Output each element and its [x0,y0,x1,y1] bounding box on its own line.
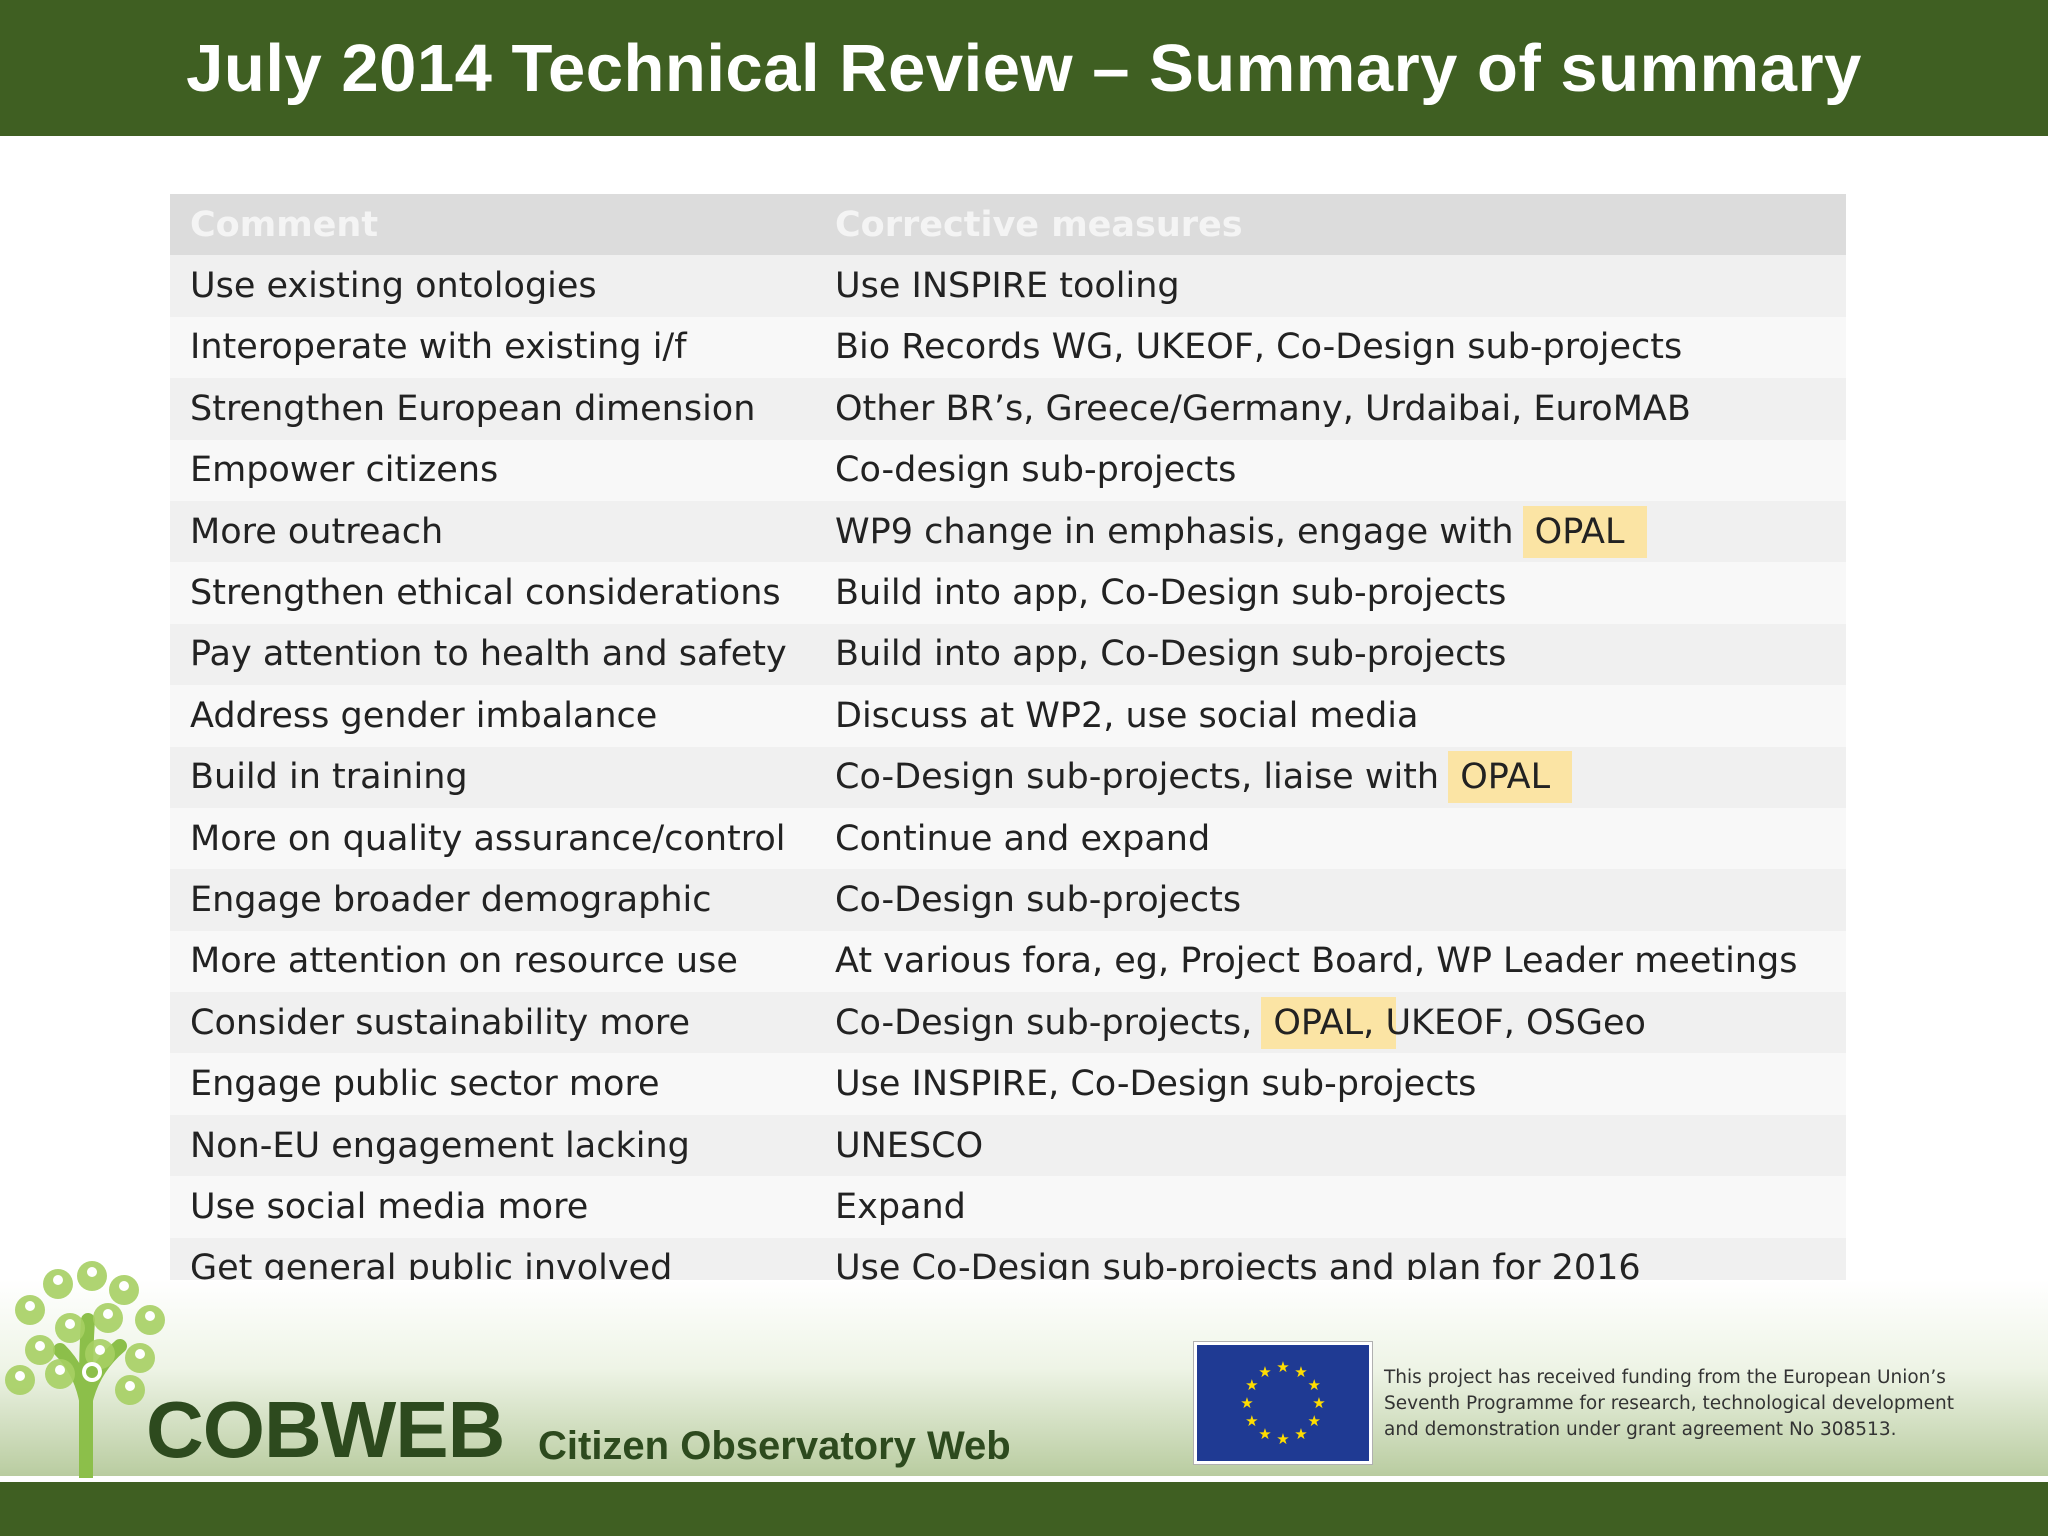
comment-cell: Engage broader demographic [170,869,815,931]
measure-cell: Expand [815,1176,1846,1238]
table-row: Interoperate with existing i/f Bio Record… [170,316,1846,379]
measure-cell: Other BR’s, Greece/Germany, Urdaibai, Eu… [815,378,1846,440]
measure-cell: WP9 change in emphasis, engage with OPAL [815,500,1846,563]
measure-cell: Bio Records WG, UKEOF, Co-Design sub-pro… [815,316,1846,379]
header-row: Comment Corrective measures [170,194,1846,256]
cobweb-brand: COBWEB [146,1385,505,1474]
measure-cell: Build into app, Co-Design sub-projects [815,623,1846,686]
header-comment: Comment [170,194,815,256]
measure-cell: Use INSPIRE tooling [815,255,1846,317]
eu-star-icon: ★ [1294,1363,1307,1381]
comment-cell: Strengthen European dimension [170,378,815,440]
measure-text: UKEOF, OSGeo [1374,1002,1646,1043]
eu-star-icon: ★ [1245,1412,1258,1430]
opal-highlight: OPAL, [1261,996,1397,1049]
eu-star-icon: ★ [1258,1363,1271,1381]
measure-text: WP9 change in emphasis, engage with [835,511,1525,552]
eu-star-icon: ★ [1240,1394,1253,1412]
table-row: Build in training Co-Design sub-projects,… [170,746,1846,808]
measure-text: Co-Design sub-projects, [835,1002,1264,1043]
eu-star-icon: ★ [1276,1430,1289,1448]
table-header: Comment Corrective measures [170,194,1846,256]
table-body: Use existing ontologies Use INSPIRE tooli… [170,255,1846,1300]
comment-cell: Build in training [170,746,815,808]
eu-star-icon: ★ [1258,1425,1271,1443]
table-row: Non-EU engagement lacking UNESCO [170,1114,1846,1177]
measure-cell: Co-Design sub-projects, liaise with OPAL [815,746,1846,808]
comment-cell: Strengthen ethical considerations [170,562,815,624]
table-row: More on quality assurance/control Continu… [170,807,1846,870]
comment-cell: Pay attention to health and safety [170,623,815,686]
eu-star-icon: ★ [1312,1394,1325,1412]
table-row: Use social media more Expand [170,1176,1846,1238]
measure-text: Co-Design sub-projects, liaise with [835,757,1451,798]
comment-cell: Address gender imbalance [170,685,815,747]
cobweb-tree-icon [5,1261,165,1482]
table-row: More outreach WP9 change in emphasis, eng… [170,500,1846,563]
title-bar: July 2014 Technical Review – Summary of … [0,0,2048,136]
comment-cell: Use existing ontologies [170,255,815,317]
footer-divider [0,1478,2048,1482]
comment-cell: Engage public sector more [170,1053,815,1115]
measure-cell: Use INSPIRE, Co-Design sub-projects [815,1053,1846,1115]
measure-cell: Discuss at WP2, use social media [815,685,1846,747]
summary-table-container: Comment Corrective measures Use existing… [170,194,1846,1300]
comment-cell: More outreach [170,500,815,563]
table-row: More attention on resource use At various… [170,930,1846,993]
measure-cell: UNESCO [815,1114,1846,1177]
table-row: Pay attention to health and safety Build … [170,623,1846,686]
comment-cell: Interoperate with existing i/f [170,316,815,379]
footer-background [0,1280,2048,1476]
eu-star-icon: ★ [1307,1412,1320,1430]
eu-star-icon: ★ [1307,1376,1320,1394]
funding-notice: This project has received funding from t… [1384,1365,2024,1443]
cobweb-tagline: Citizen Observatory Web [538,1424,1011,1468]
table-row: Engage public sector more Use INSPIRE, Co… [170,1053,1846,1115]
opal-highlight: OPAL [1522,505,1647,558]
table-row: Strengthen ethical considerations Build i… [170,562,1846,624]
comment-cell: Empower citizens [170,439,815,501]
comment-cell: Non-EU engagement lacking [170,1114,815,1177]
comment-cell: More on quality assurance/control [170,807,815,870]
table-row: Empower citizens Co-design sub-projects [170,439,1846,501]
opal-highlight: OPAL [1448,751,1573,804]
measure-cell: Co-Design sub-projects [815,869,1846,931]
slide-title: July 2014 Technical Review – Summary of … [186,30,1862,106]
funding-line: and demonstration under grant agreement … [1384,1419,1897,1440]
measure-cell: Co-design sub-projects [815,439,1846,501]
footer-bar [0,1482,2048,1536]
table-row: Consider sustainability more Co-Design su… [170,992,1846,1054]
measure-cell: Co-Design sub-projects, OPAL, UKEOF, OSG… [815,992,1846,1054]
eu-star-icon: ★ [1276,1358,1289,1376]
measure-cell: Continue and expand [815,807,1846,870]
comment-cell: More attention on resource use [170,930,815,993]
table-row: Engage broader demographic Co-Design sub-… [170,869,1846,931]
eu-flag-icon: ★ ★★★★★★★★★★★ [1194,1342,1372,1464]
summary-table: Comment Corrective measures Use existing… [170,194,1846,1300]
table-row: Strengthen European dimension Other BR’s,… [170,378,1846,440]
comment-cell: Consider sustainability more [170,992,815,1054]
eu-star-icon: ★ [1245,1376,1258,1394]
funding-line: This project has received funding from t… [1384,1367,1946,1388]
table-row: Address gender imbalance Discuss at WP2, … [170,685,1846,747]
measure-cell: At various fora, eg, Project Board, WP L… [815,930,1846,993]
eu-star-icon: ★ [1294,1425,1307,1443]
table-row: Use existing ontologies Use INSPIRE tooli… [170,255,1846,317]
comment-cell: Use social media more [170,1176,815,1238]
measure-cell: Build into app, Co-Design sub-projects [815,562,1846,624]
funding-line: Seventh Programme for research, technolo… [1384,1393,1954,1414]
header-corrective-measures: Corrective measures [815,194,1846,256]
